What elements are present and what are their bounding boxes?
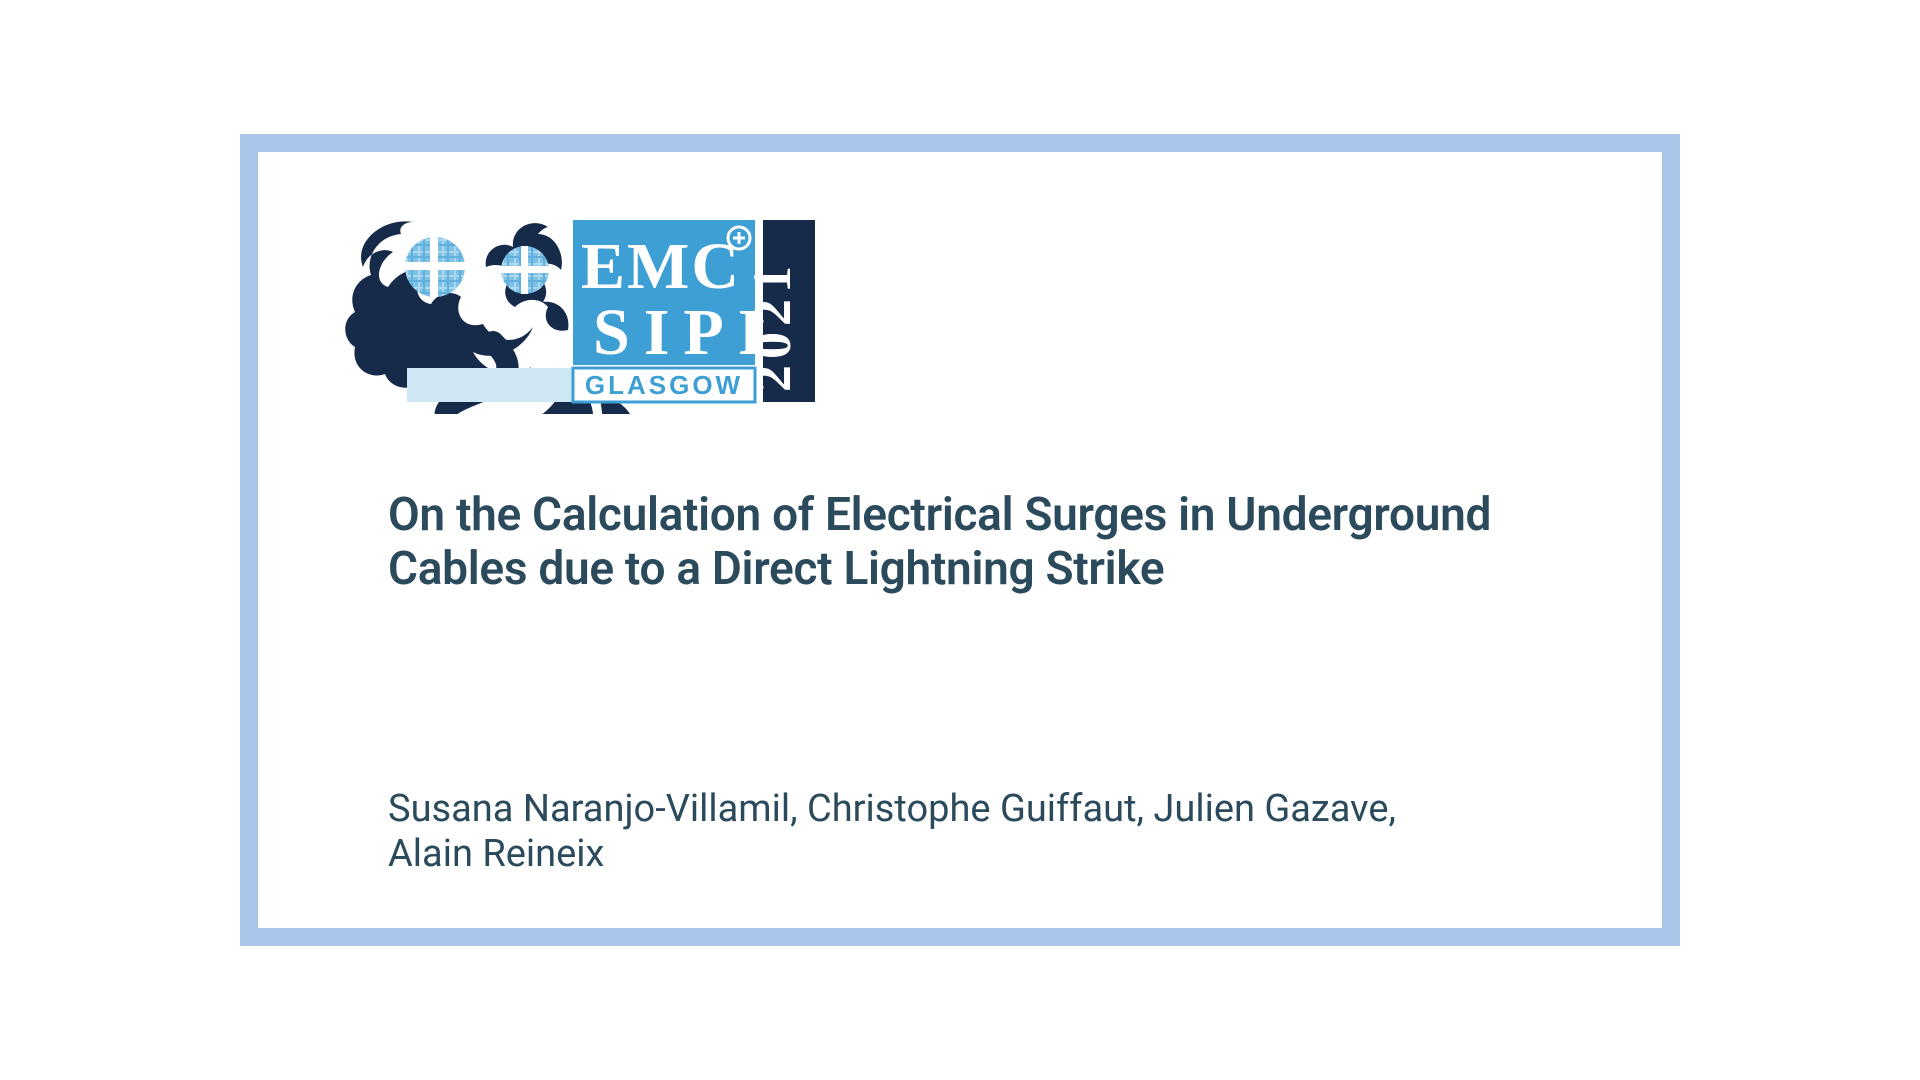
presentation-title: On the Calculation of Electrical Surges … (388, 488, 1518, 597)
svg-text:EMC: EMC (581, 230, 741, 303)
svg-text:GLASGOW: GLASGOW (585, 370, 743, 400)
emc-sipi-glasgow-2021-logo-icon: EMC SIPI 2021 (343, 212, 821, 414)
author-list: Susana Naranjo-Villamil, Christophe Guif… (388, 787, 1488, 878)
slide-content: EMC SIPI 2021 (258, 152, 1662, 928)
slide-card: EMC SIPI 2021 (240, 134, 1680, 946)
conference-logo: EMC SIPI 2021 (343, 212, 1532, 418)
